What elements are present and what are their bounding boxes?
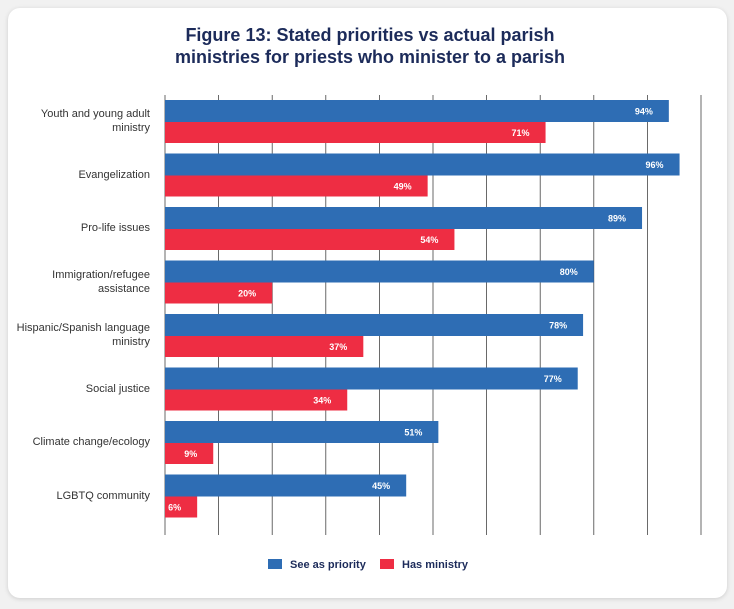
- category-label: Pro-life issues: [80, 222, 150, 234]
- legend-swatch: [268, 559, 282, 569]
- value-label: 51%: [404, 427, 422, 437]
- value-label: 80%: [560, 267, 578, 277]
- value-label: 94%: [635, 106, 653, 116]
- bar: [165, 314, 584, 336]
- category-label: Evangelization: [78, 168, 150, 181]
- legend-label: Has ministry: [402, 559, 469, 571]
- bar: [165, 207, 643, 229]
- value-label: 78%: [549, 320, 567, 330]
- legend-swatch: [380, 559, 394, 569]
- category-label: Immigration/refugee assistance: [52, 268, 150, 295]
- value-label: 89%: [608, 213, 626, 223]
- value-label: 71%: [512, 128, 530, 138]
- value-label: 96%: [646, 160, 664, 170]
- bar: [165, 443, 214, 464]
- bar: [165, 389, 348, 411]
- value-label: 9%: [184, 449, 197, 459]
- category-label: LGBTQ community: [56, 489, 150, 502]
- value-label: 45%: [372, 481, 390, 491]
- value-label: 6%: [168, 502, 181, 512]
- bar: [165, 421, 439, 443]
- legend-label: See as priority: [290, 559, 367, 571]
- chart-title: Figure 13: Stated priorities vs actual p…: [174, 25, 566, 67]
- value-label: 20%: [238, 288, 256, 298]
- bar: [165, 474, 407, 497]
- category-label: Youth and young adult ministry: [40, 108, 150, 134]
- bar: [165, 100, 669, 122]
- bar: [165, 367, 578, 390]
- value-label: 37%: [329, 342, 347, 352]
- value-label: 34%: [313, 395, 331, 405]
- category-label: Social justice: [85, 382, 150, 395]
- category-label: Climate change/ecology: [32, 436, 150, 448]
- value-label: 49%: [394, 181, 412, 191]
- category-label: Hispanic/Spanish language ministry: [16, 322, 150, 348]
- bar: [165, 496, 198, 518]
- bar: [165, 122, 546, 143]
- bar: [165, 153, 680, 176]
- value-label: 54%: [420, 235, 438, 245]
- value-label: 77%: [544, 374, 562, 384]
- bar: [165, 229, 455, 250]
- bar: [165, 175, 428, 197]
- bar: [165, 282, 273, 304]
- bar: [165, 336, 364, 357]
- bar: [165, 260, 594, 283]
